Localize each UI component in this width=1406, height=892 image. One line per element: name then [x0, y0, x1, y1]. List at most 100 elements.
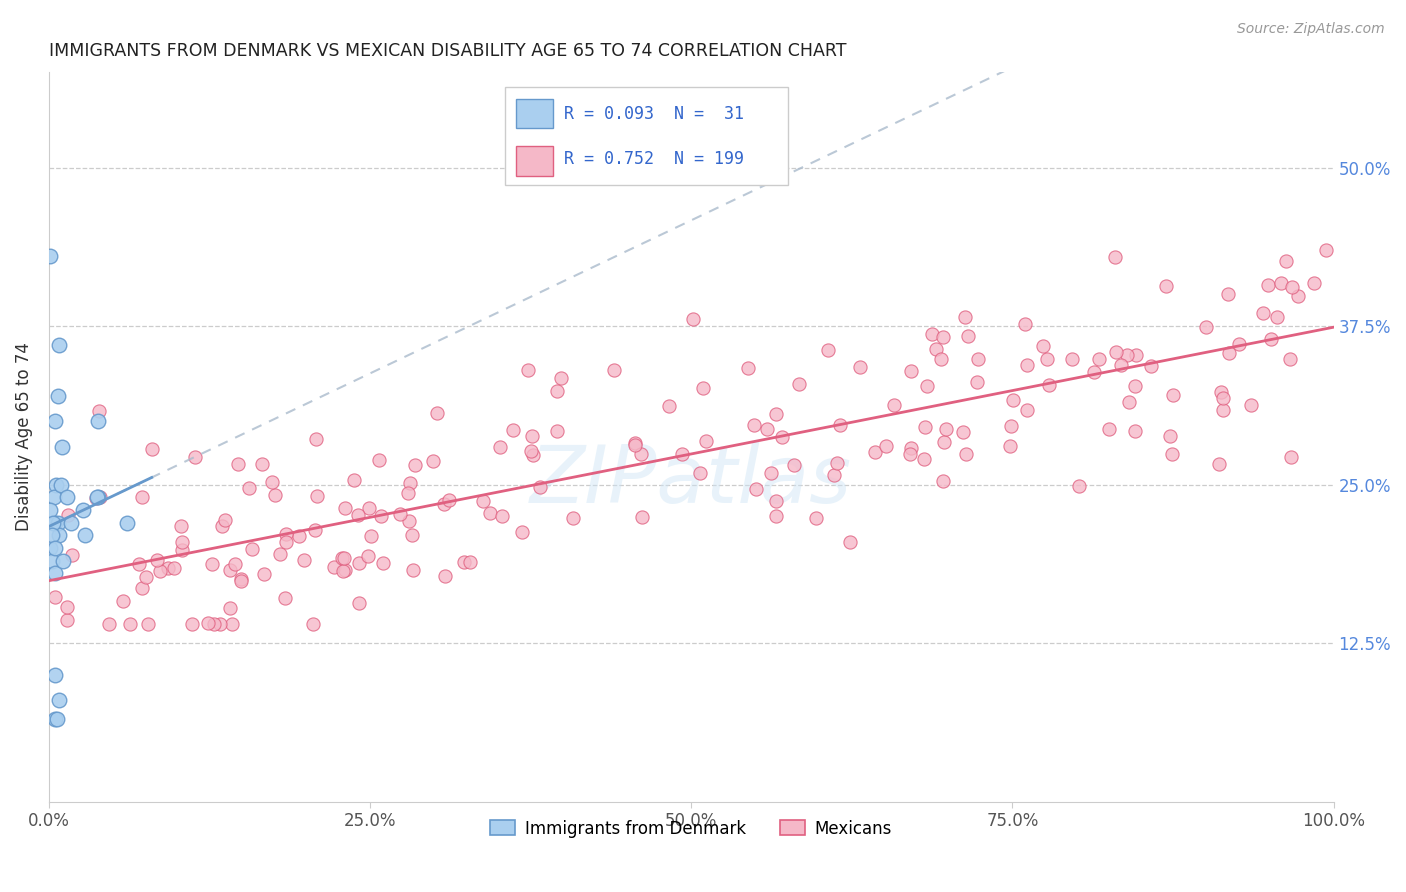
Point: [304, 432, 326, 446]
Point: [370, 509, 392, 524]
Point: [274, 526, 297, 541]
Point: [44, 516, 66, 530]
Point: [87, 490, 110, 504]
Point: [218, 563, 240, 577]
Point: [546, 425, 568, 439]
Point: [875, 439, 897, 453]
Point: [347, 556, 370, 570]
Point: [1105, 345, 1128, 359]
Point: [1140, 359, 1163, 374]
Point: [957, 329, 980, 343]
Point: [422, 453, 444, 467]
Point: [218, 601, 240, 615]
Point: [211, 518, 233, 533]
Point: [250, 457, 273, 471]
Point: [929, 351, 952, 366]
Point: [630, 446, 652, 460]
Point: [491, 508, 513, 523]
Point: [765, 508, 787, 523]
Point: [226, 458, 249, 472]
Point: [915, 379, 938, 393]
Point: [184, 450, 207, 464]
Point: [170, 519, 193, 533]
Point: [332, 564, 354, 578]
Point: [1278, 351, 1301, 366]
Point: [955, 447, 977, 461]
Point: [925, 343, 948, 357]
Point: [304, 523, 326, 537]
Point: [1002, 392, 1025, 407]
Point: [934, 435, 956, 450]
Point: [839, 534, 862, 549]
Point: [935, 422, 957, 436]
Point: [692, 381, 714, 395]
Point: [1038, 377, 1060, 392]
Point: [322, 560, 344, 574]
Point: [201, 558, 224, 572]
Point: [502, 423, 524, 437]
Point: [1032, 339, 1054, 353]
Point: [1014, 317, 1036, 331]
Point: [163, 561, 186, 575]
Point: [48, 338, 70, 352]
Point: [1257, 278, 1279, 293]
Point: [149, 564, 172, 578]
Point: [401, 527, 423, 541]
Point: [865, 445, 887, 459]
Point: [56, 490, 79, 504]
Point: [131, 490, 153, 504]
Point: [1251, 305, 1274, 319]
Point: [180, 617, 202, 632]
Point: [45, 712, 67, 726]
Point: [41, 554, 63, 568]
Point: [1115, 348, 1137, 362]
Point: [967, 352, 990, 367]
Point: [1104, 250, 1126, 264]
Point: [89, 491, 111, 505]
Point: [404, 458, 426, 472]
Point: [1281, 279, 1303, 293]
Point: [343, 473, 366, 487]
Point: [44, 667, 66, 681]
Point: [1154, 279, 1177, 293]
Point: [1208, 458, 1230, 472]
Point: [288, 528, 311, 542]
Point: [1270, 276, 1292, 290]
Point: [921, 326, 943, 341]
Point: [56, 613, 79, 627]
Point: [529, 480, 551, 494]
Legend: Immigrants from Denmark, Mexicans: Immigrants from Denmark, Mexicans: [484, 813, 898, 845]
Point: [357, 549, 380, 563]
Point: [141, 442, 163, 456]
Point: [44, 712, 66, 726]
Point: [823, 467, 845, 482]
Point: [520, 429, 543, 443]
Point: [253, 566, 276, 581]
Point: [522, 449, 544, 463]
Point: [135, 570, 157, 584]
Point: [221, 617, 243, 632]
Point: [360, 529, 382, 543]
Point: [458, 555, 481, 569]
Point: [41, 516, 63, 530]
Point: [52, 554, 75, 568]
Point: [827, 457, 849, 471]
Point: [765, 493, 787, 508]
Point: [1069, 479, 1091, 493]
Point: [388, 507, 411, 521]
Point: [1303, 277, 1326, 291]
Point: [146, 553, 169, 567]
Point: [914, 420, 936, 434]
Point: [131, 582, 153, 596]
Point: [755, 422, 778, 436]
Point: [1083, 365, 1105, 379]
Point: [671, 447, 693, 461]
Point: [73, 528, 96, 542]
Point: [48, 528, 70, 542]
Point: [38, 503, 60, 517]
Point: [772, 430, 794, 444]
Point: [347, 596, 370, 610]
Point: [367, 452, 389, 467]
Point: [955, 310, 977, 324]
Point: [900, 441, 922, 455]
